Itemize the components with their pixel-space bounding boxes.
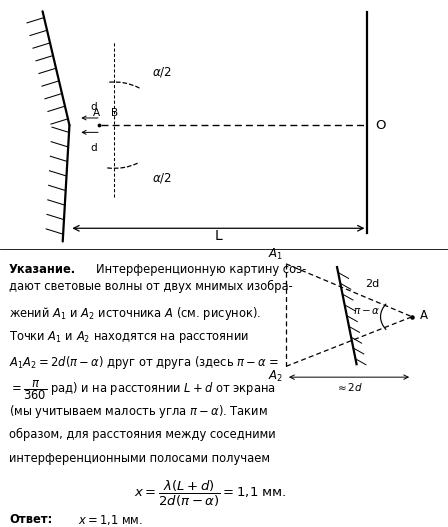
Text: $\approx 2d$: $\approx 2d$ [335,382,363,394]
Text: образом, для расстояния между соседними: образом, для расстояния между соседними [9,427,276,441]
Text: $x = \dfrac{\lambda(L + d)}{2d(\pi - \alpha)} = 1{,}1$ мм.: $x = \dfrac{\lambda(L + d)}{2d(\pi - \al… [134,479,287,509]
Text: O: O [375,119,386,132]
Text: d: d [91,102,97,112]
Text: Ответ:: Ответ: [9,513,52,526]
Text: L: L [215,229,222,242]
Text: $= \dfrac{\pi}{360}$ рад) и на расстоянии $L + d$ от экрана: $= \dfrac{\pi}{360}$ рад) и на расстояни… [9,378,276,402]
Text: A: A [93,108,100,118]
Text: $A_1A_2 = 2d(\pi - \alpha)$ друг от друга (здесь $\pi - \alpha$ =: $A_1A_2 = 2d(\pi - \alpha)$ друг от друг… [9,354,280,371]
Text: дают световые волны от двух мнимых изобра-: дают световые волны от двух мнимых изобр… [9,280,293,294]
Text: $\pi-\alpha$: $\pi-\alpha$ [353,306,381,316]
Text: $x = 1{,}1$ мм.: $x = 1{,}1$ мм. [78,513,143,527]
Text: $A_1$: $A_1$ [268,247,283,262]
Text: (мы учитываем малость угла $\pi - \alpha$). Таким: (мы учитываем малость угла $\pi - \alpha… [9,403,268,420]
Text: $A_2$: $A_2$ [268,368,283,384]
Text: A: A [420,309,428,322]
Text: $\alpha/2$: $\alpha/2$ [152,171,172,185]
Text: Точки $A_1$ и $A_2$ находятся на расстоянии: Точки $A_1$ и $A_2$ находятся на расстоя… [9,329,249,345]
Text: $\alpha/2$: $\alpha/2$ [152,65,172,80]
Text: жений $A_1$ и $A_2$ источника $A$ (см. рисунок).: жений $A_1$ и $A_2$ источника $A$ (см. р… [9,305,261,322]
Text: d: d [91,143,97,153]
Text: 2d: 2d [366,279,380,289]
Text: Указание.: Указание. [9,264,76,276]
Text: интерференционными полосами получаем: интерференционными полосами получаем [9,452,270,465]
Text: B: B [111,108,118,118]
Text: Интерференционную картину соз-: Интерференционную картину соз- [96,264,307,276]
